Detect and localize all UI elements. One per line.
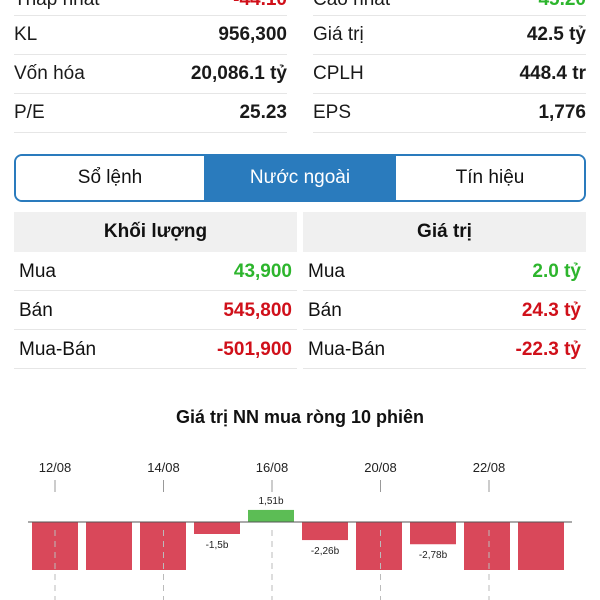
- row-label: Mua: [308, 261, 345, 282]
- stat-value: 20,086.1 tỷ: [190, 63, 287, 84]
- stat-row-value: Giá trị 42.5 tỷ: [313, 16, 586, 55]
- table-row: Bán 24.3 tỷ: [303, 291, 586, 330]
- row-label: Bán: [308, 300, 342, 321]
- row-value: -501,900: [216, 339, 292, 360]
- chart-bar: [194, 522, 240, 534]
- stat-row-high: Cao nhất 45.20: [313, 0, 586, 16]
- bar-data-label: -2,78b: [419, 550, 448, 561]
- row-value: 2.0 tỷ: [532, 261, 581, 282]
- table-row: Mua 2.0 tỷ: [303, 252, 586, 291]
- stat-value: 42.5 tỷ: [526, 24, 586, 45]
- stat-label: Cao nhất: [313, 0, 390, 11]
- table-row: Mua-Bán -501,900: [14, 330, 297, 369]
- stat-value: 1,776: [538, 102, 586, 123]
- stat-row-pe: P/E 25.23: [14, 94, 287, 133]
- bar-data-label: -1,5b: [206, 540, 229, 551]
- stat-value: 448.4 tr: [519, 63, 586, 84]
- x-tick-label: 22/08: [473, 460, 506, 475]
- table-header: Khối lượng: [14, 212, 297, 252]
- chart-bar: [464, 522, 510, 570]
- chart-bar: [410, 522, 456, 545]
- info-tabs: Sổ lệnh Nước ngoài Tín hiệu: [14, 154, 586, 202]
- net-foreign-chart: 12/08 14/08 16/08 20/08 22/08 -1,5b 1,51b -2,26…: [28, 460, 572, 600]
- x-tick-label: 20/08: [364, 460, 397, 475]
- foreign-value-table: Giá trị Mua 2.0 tỷ Bán 24.3 tỷ Mua-Bán -…: [303, 212, 586, 369]
- stat-label: CPLH: [313, 63, 364, 84]
- foreign-volume-table: Khối lượng Mua 43,900 Bán 545,800 Mua-Bá…: [14, 212, 297, 369]
- stat-label: P/E: [14, 102, 45, 123]
- stat-value: 25.23: [239, 102, 287, 123]
- row-value: -22.3 tỷ: [515, 339, 581, 360]
- chart-bar: [248, 509, 294, 522]
- stat-row-low: Thấp nhất -44.10: [14, 0, 287, 16]
- tab-order-book[interactable]: Sổ lệnh: [16, 156, 206, 200]
- row-label: Bán: [19, 300, 53, 321]
- stats-right-column: Cao nhất 45.20 Giá trị 42.5 tỷ CPLH 448.…: [313, 0, 586, 133]
- stats-left-column: Thấp nhất -44.10 KL 956,300 Vốn hóa 20,0…: [14, 0, 287, 133]
- chart-bar: [518, 522, 564, 570]
- row-label: Mua: [19, 261, 56, 282]
- stat-value: -44.10: [233, 0, 287, 11]
- chart-title: Giá trị NN mua ròng 10 phiên: [175, 407, 425, 427]
- chart-bar: [86, 522, 132, 570]
- row-value: 545,800: [223, 300, 292, 321]
- tab-signals[interactable]: Tín hiệu: [396, 156, 584, 200]
- stat-row-eps: EPS 1,776: [313, 94, 586, 133]
- stat-label: Thấp nhất: [14, 0, 100, 11]
- stat-label: Giá trị: [313, 24, 364, 45]
- row-label: Mua-Bán: [19, 339, 97, 360]
- tab-foreign[interactable]: Nước ngoài: [206, 156, 396, 200]
- table-row: Mua-Bán -22.3 tỷ: [303, 330, 586, 369]
- bar-data-label: -2,26b: [311, 546, 340, 557]
- table-row: Mua 43,900: [14, 252, 297, 291]
- x-tick-label: 16/08: [256, 460, 289, 475]
- bar-data-label: 1,51b: [258, 496, 283, 507]
- table-row: Bán 545,800: [14, 291, 297, 330]
- stat-value: 45.20: [538, 0, 586, 11]
- row-label: Mua-Bán: [308, 339, 386, 360]
- table-header: Giá trị: [303, 212, 586, 252]
- stat-value: 956,300: [218, 24, 287, 45]
- x-tick-label: 12/08: [39, 460, 72, 475]
- x-tick-label: 14/08: [147, 460, 180, 475]
- stock-stats: Thấp nhất -44.10 KL 956,300 Vốn hóa 20,0…: [0, 0, 600, 140]
- chart-bar: [356, 522, 402, 570]
- stat-label: KL: [14, 24, 38, 45]
- stat-row-market-cap: Vốn hóa 20,086.1 tỷ: [14, 55, 287, 94]
- row-value: 43,900: [233, 261, 292, 282]
- stat-label: Vốn hóa: [14, 63, 85, 84]
- stat-row-volume: KL 956,300: [14, 16, 287, 55]
- stat-label: EPS: [313, 102, 352, 123]
- chart-bar: [302, 522, 348, 541]
- row-value: 24.3 tỷ: [521, 300, 581, 321]
- stat-row-shares: CPLH 448.4 tr: [313, 55, 586, 94]
